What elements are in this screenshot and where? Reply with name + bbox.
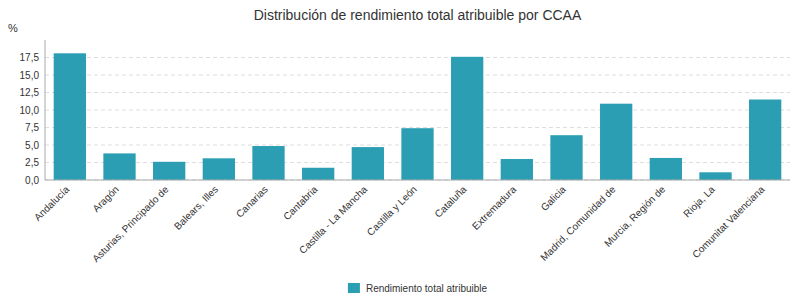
- y-tick-label: 15,0: [20, 70, 40, 81]
- x-tick-label: Cantabria: [281, 183, 320, 222]
- y-tick-label: 12,5: [20, 87, 40, 98]
- y-axis-line: [45, 40, 46, 180]
- bar: [103, 153, 135, 180]
- y-axis-label: %: [8, 22, 18, 34]
- y-tick-label: 10,0: [20, 105, 40, 116]
- y-tick-label: 5,0: [25, 140, 39, 151]
- bar: [501, 159, 533, 180]
- x-axis-line: [45, 180, 790, 181]
- grid-line: [45, 110, 790, 111]
- x-tick-label: Asturias, Principado de: [90, 183, 171, 264]
- x-tick-label: Extremadura: [470, 183, 519, 232]
- bar: [302, 168, 334, 180]
- y-tick-label: 2,5: [25, 157, 39, 168]
- x-tick-label: Galicia: [539, 183, 569, 213]
- bar: [600, 104, 632, 180]
- x-tick-label: Castilla - La Mancha: [297, 183, 370, 256]
- x-tick-label: Madrid, Comunidad de: [538, 183, 618, 263]
- y-tick-label: 7,5: [25, 122, 39, 133]
- title: Distribución de rendimiento total atribu…: [254, 7, 582, 23]
- bar: [352, 147, 384, 180]
- grid-line: [45, 127, 790, 128]
- x-tick-label: Cataluña: [432, 183, 468, 219]
- grid-line: [45, 180, 790, 181]
- bar: [203, 158, 235, 180]
- x-tick-label: Comunitat Valenciana: [690, 183, 767, 260]
- x-tick-label: Balears, Illes: [172, 184, 220, 232]
- x-tick-label: Andalucía: [32, 183, 72, 223]
- legend: Rendimiento total atribuible: [348, 283, 488, 294]
- grid-line: [45, 92, 790, 93]
- chart-svg: Distribución de rendimiento total atribu…: [0, 0, 800, 300]
- bar: [153, 162, 185, 180]
- bar: [252, 146, 284, 180]
- legend-label: Rendimiento total atribuible: [366, 283, 488, 294]
- y-tick-label: 0,0: [25, 175, 39, 186]
- chart-container: Distribución de rendimiento total atribu…: [0, 0, 800, 300]
- x-tick-label: Canarias: [234, 184, 270, 220]
- grid: [45, 58, 790, 181]
- bar: [650, 158, 682, 180]
- x-tick-label: Aragón: [90, 184, 121, 215]
- bar: [749, 100, 781, 181]
- bar: [54, 53, 86, 180]
- bars: [54, 53, 782, 180]
- grid-line: [45, 75, 790, 76]
- grid-line: [45, 57, 790, 58]
- x-tick-label: Castilla y León: [365, 184, 419, 238]
- legend-swatch: [348, 283, 360, 293]
- x-tick-label: Murcia, Región de: [602, 183, 667, 248]
- bar: [699, 172, 731, 180]
- bar: [550, 135, 582, 180]
- y-tick-label: 17,5: [20, 52, 40, 63]
- bar: [451, 57, 483, 180]
- bar: [401, 128, 433, 180]
- x-tick-label: Rioja, La: [681, 183, 717, 219]
